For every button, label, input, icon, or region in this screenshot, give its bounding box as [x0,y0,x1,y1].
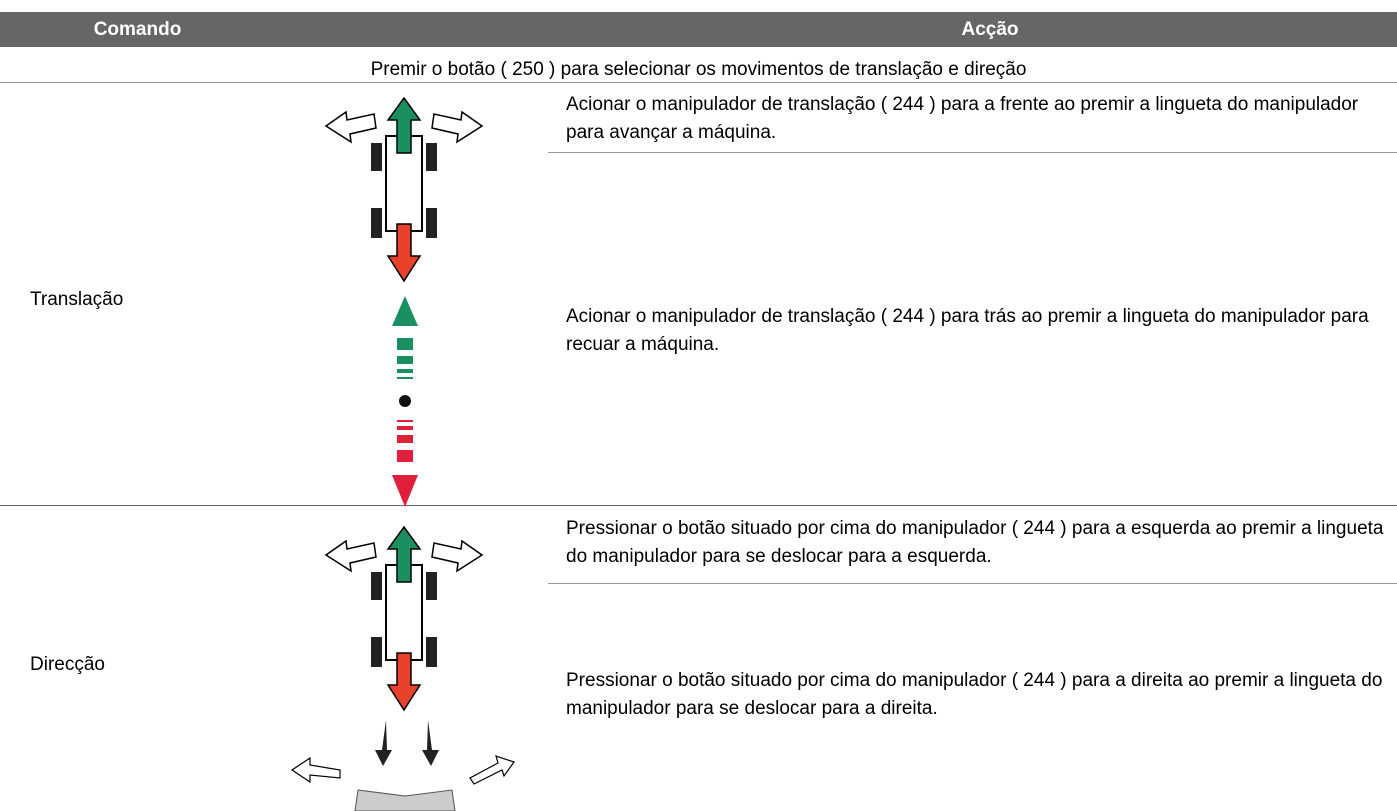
row-divider [0,505,1397,506]
action-text: Acionar o manipulador de translação ( 24… [566,306,1369,355]
speed-indicator [392,296,418,507]
command-label: Translação [30,289,124,310]
vehicle-icon [325,97,483,282]
action-divider [548,583,1397,584]
action-text: Pressionar o botão situado por cima do m… [566,670,1383,719]
header-bar [0,12,1397,47]
vehicle-icon [325,526,483,711]
joystick-icon [290,720,515,811]
row-divider [0,82,1397,83]
action-text: Acionar o manipulador de translação ( 24… [566,94,1359,143]
header-cell: Comando [93,19,182,40]
action-text: Pressionar o botão situado por cima do m… [566,518,1384,567]
action-divider [548,152,1397,153]
header-cell: Acção [961,19,1019,40]
note: Premir o botão ( 250 ) para selecionar o… [370,59,1027,80]
command-label: Direcção [30,654,105,675]
